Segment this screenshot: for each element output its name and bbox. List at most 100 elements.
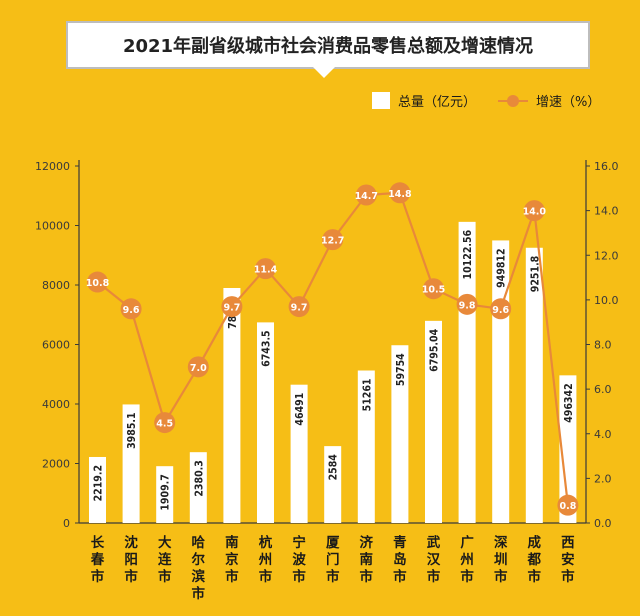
growth-point (255, 258, 276, 280)
growth-value-label: 9.6 (123, 305, 140, 316)
growth-value-label: 14.0 (523, 207, 547, 218)
category-label-char: 市 (393, 568, 407, 585)
bar-value-label: 496342 (563, 383, 575, 422)
bar-value-label: 3985.1 (126, 412, 138, 448)
bar (189, 452, 207, 523)
left-tick-label: 12000 (35, 160, 70, 173)
legend-item-growth: 增速（%） (498, 91, 600, 110)
left-tick-label: 0 (63, 517, 70, 530)
bar-value-label: 6795.04 (429, 328, 441, 371)
bar (324, 446, 342, 523)
category-label-char: 春 (90, 551, 105, 568)
growth-point (523, 200, 545, 222)
growth-value-label: 9.7 (291, 303, 308, 314)
legend-bar-swatch (372, 92, 390, 109)
bar-value-label: 949812 (496, 248, 508, 287)
bar (559, 375, 577, 523)
bar-value-label: 9251.8 (529, 256, 541, 292)
category-label-char: 安 (561, 551, 575, 568)
right-tick-label: 10.0 (594, 294, 619, 307)
right-tick-label: 0.0 (594, 517, 612, 530)
bar-value-label: 10122.56 (462, 229, 474, 279)
bar (525, 247, 543, 523)
bar (156, 466, 174, 523)
category-label-char: 市 (292, 568, 306, 585)
bar-value-label: 51261 (361, 378, 373, 411)
growth-point (355, 184, 377, 206)
category-label-char: 市 (192, 585, 206, 602)
growth-point (322, 229, 344, 251)
category-label-char: 阳 (124, 552, 138, 568)
growth-value-label: 9.7 (223, 303, 240, 314)
category-label-char: 市 (494, 568, 508, 585)
category-label-char: 广 (460, 534, 474, 551)
bar-value-label: 6743.5 (261, 330, 273, 366)
bar (290, 384, 308, 523)
category-label-char: 连 (158, 551, 172, 568)
growth-value-label: 14.8 (388, 189, 412, 200)
category-label-char: 长 (91, 534, 105, 551)
category-label-char: 西 (561, 535, 575, 551)
category-label-char: 波 (292, 551, 306, 568)
growth-point (87, 271, 108, 293)
bar-value-label: 59754 (395, 353, 407, 386)
category-label-char: 市 (225, 568, 239, 585)
bar-value-label: 2219.2 (93, 465, 105, 501)
category-label-char: 沈 (124, 534, 138, 551)
left-tick-label: 6000 (42, 339, 70, 352)
right-tick-label: 2.0 (594, 472, 612, 485)
legend-item-total: 总量（亿元） (372, 91, 476, 110)
bar (425, 320, 442, 523)
growth-point (221, 296, 243, 318)
bar-value-label: 46491 (294, 393, 306, 426)
category-label-char: 市 (259, 568, 273, 585)
category-label-char: 武 (427, 534, 441, 551)
category-label-char: 青 (393, 534, 407, 551)
growth-point (456, 293, 478, 315)
category-label-char: 南 (225, 534, 239, 551)
bar-value-label: 2584 (328, 454, 340, 481)
category-label-char: 成 (528, 534, 542, 551)
right-tick-label: 14.0 (594, 205, 619, 218)
category-label-char: 厦 (326, 535, 340, 551)
category-label-char: 市 (427, 568, 441, 585)
category-label-char: 市 (91, 568, 105, 585)
bar (257, 322, 274, 523)
left-tick-label: 4000 (42, 398, 70, 411)
right-tick-label: 16.0 (594, 160, 619, 173)
bar-value-label: 2380.3 (193, 460, 205, 496)
legend: 总量（亿元） 增速（%） (372, 91, 622, 110)
category-label-char: 汉 (427, 552, 441, 568)
category-label-char: 圳 (494, 552, 508, 568)
category-label-char: 哈 (192, 534, 206, 551)
right-tick-label: 4.0 (594, 428, 612, 441)
category-label-char: 滨 (192, 568, 206, 585)
growth-value-label: 7.0 (190, 363, 207, 374)
legend-label-growth: 增速（%） (536, 95, 601, 110)
growth-value-label: 10.8 (86, 278, 110, 289)
right-tick-label: 12.0 (594, 249, 619, 262)
growth-value-label: 12.7 (321, 236, 344, 247)
bar (89, 456, 106, 523)
category-label-char: 州 (258, 552, 273, 568)
growth-value-label: 11.4 (254, 265, 278, 276)
category-label-char: 京 (225, 551, 239, 568)
bar (357, 370, 375, 523)
bar (122, 404, 140, 523)
category-label-char: 市 (360, 568, 374, 585)
category-label-char: 市 (460, 568, 474, 585)
growth-value-label: 10.5 (422, 285, 445, 296)
left-tick-label: 10000 (35, 220, 70, 233)
growth-point (154, 412, 176, 434)
category-label-char: 门 (326, 551, 340, 568)
bar (391, 345, 409, 523)
growth-value-label: 9.6 (492, 305, 509, 316)
category-label-char: 市 (561, 568, 575, 585)
bar (223, 287, 241, 523)
category-label-char: 州 (459, 552, 474, 568)
category-label-char: 大 (158, 534, 172, 551)
left-tick-label: 2000 (42, 458, 70, 471)
category-label-char: 市 (326, 568, 340, 585)
growth-point (288, 296, 310, 318)
category-label-char: 深 (494, 534, 508, 551)
